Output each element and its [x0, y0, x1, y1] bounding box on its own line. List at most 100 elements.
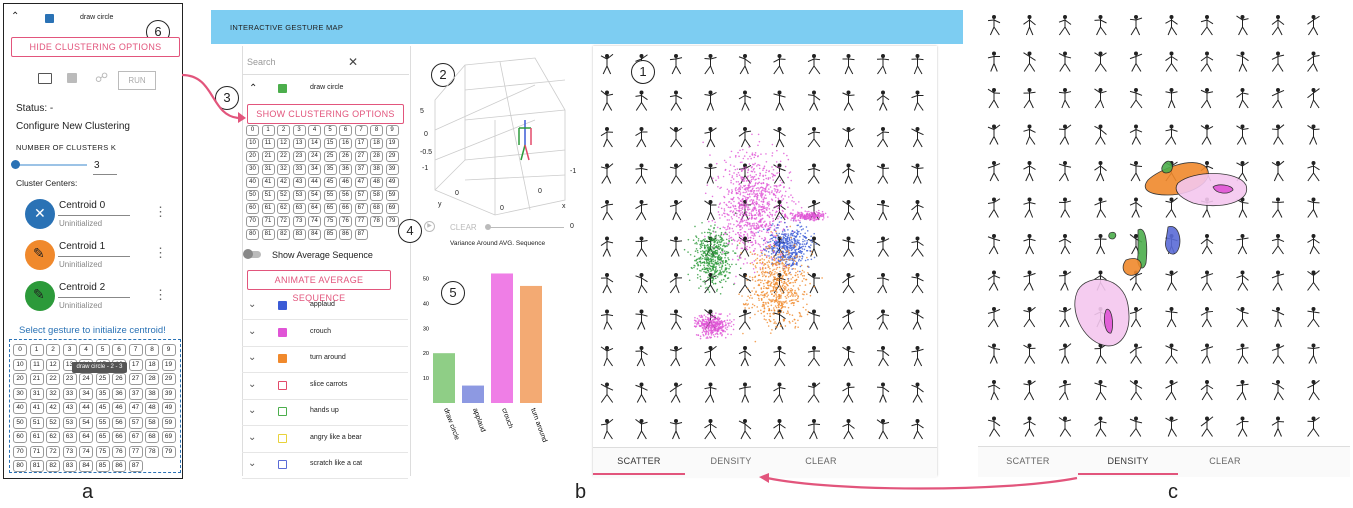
skeleton-thumbnail[interactable]: [1165, 15, 1178, 36]
skeleton-thumbnail[interactable]: [911, 236, 924, 257]
skeleton-thumbnail[interactable]: [807, 90, 821, 111]
skeleton-thumbnail[interactable]: [842, 90, 855, 111]
gesture-sample-button[interactable]: 29: [161, 373, 176, 385]
skeleton-thumbnail[interactable]: [807, 54, 821, 75]
skeleton-thumbnail[interactable]: [738, 90, 752, 111]
gesture-sample-button[interactable]: 68: [145, 431, 159, 443]
gesture-sample-button[interactable]: 38: [370, 164, 383, 175]
skeleton-thumbnail[interactable]: [987, 88, 1001, 109]
skeleton-thumbnail[interactable]: [911, 163, 924, 184]
gesture-sample-button[interactable]: 57: [354, 190, 368, 201]
skeleton-thumbnail[interactable]: [987, 51, 1001, 72]
gesture-sample-button[interactable]: 56: [339, 190, 352, 201]
skeleton-thumbnail[interactable]: [1023, 306, 1036, 328]
skeleton-thumbnail[interactable]: [669, 419, 683, 440]
skeleton-thumbnail[interactable]: [1236, 270, 1249, 291]
gesture-sample-button[interactable]: 36: [339, 164, 352, 175]
skeleton-thumbnail[interactable]: [1165, 380, 1178, 401]
skeleton-thumbnail[interactable]: [1129, 51, 1143, 72]
gesture-sample-button[interactable]: 61: [261, 203, 275, 214]
gesture-sample-button[interactable]: 65: [323, 203, 337, 214]
skeleton-thumbnail[interactable]: [669, 200, 683, 221]
gesture-sample-button[interactable]: 5: [95, 344, 110, 356]
skeleton-thumbnail[interactable]: [669, 382, 683, 403]
skeleton-thumbnail[interactable]: [635, 418, 648, 440]
skeleton-thumbnail[interactable]: [1307, 343, 1320, 364]
skeleton-thumbnail[interactable]: [987, 15, 1001, 36]
skeleton-thumbnail[interactable]: [704, 200, 717, 221]
show-average-toggle-thumb[interactable]: [243, 249, 253, 259]
skeleton-thumbnail[interactable]: [635, 200, 648, 221]
gesture-sample-button[interactable]: 82: [277, 229, 290, 240]
gesture-sample-button[interactable]: 22: [46, 373, 60, 385]
gesture-sample-button[interactable]: 20: [13, 373, 27, 385]
skeleton-thumbnail[interactable]: [1165, 343, 1178, 364]
gesture-sample-button[interactable]: 54: [308, 190, 321, 201]
gesture-sample-button[interactable]: 34: [79, 387, 93, 400]
gesture-sample-button[interactable]: 85: [95, 460, 110, 472]
skeleton-thumbnail[interactable]: [842, 419, 855, 440]
skeleton-thumbnail[interactable]: [1271, 380, 1285, 401]
skeleton-thumbnail[interactable]: [1271, 88, 1285, 109]
skeleton-thumbnail[interactable]: [635, 309, 648, 330]
skeleton-thumbnail[interactable]: [1271, 197, 1285, 218]
gesture-sample-button[interactable]: 54: [79, 416, 93, 429]
gesture-sample-button[interactable]: 78: [370, 216, 383, 227]
skeleton-thumbnail[interactable]: [807, 236, 821, 257]
gesture-sample-button[interactable]: 44: [79, 402, 93, 414]
skeleton-thumbnail[interactable]: [773, 54, 786, 75]
gesture-sample-button[interactable]: 74: [79, 445, 93, 458]
skeleton-thumbnail[interactable]: [1165, 197, 1178, 218]
gesture-list-item[interactable]: ⌄ applaud: [242, 293, 408, 320]
skeleton-thumbnail[interactable]: [600, 90, 614, 111]
skeleton-thumbnail[interactable]: [807, 382, 821, 403]
skeleton-thumbnail[interactable]: [876, 200, 890, 221]
skeleton-thumbnail[interactable]: [635, 163, 648, 184]
skeleton-thumbnail[interactable]: [738, 54, 752, 75]
skeleton-thumbnail[interactable]: [1094, 15, 1107, 36]
skeleton-thumbnail[interactable]: [600, 236, 614, 257]
gesture-sample-button[interactable]: 36: [112, 387, 126, 400]
skeleton-thumbnail[interactable]: [669, 127, 683, 148]
gesture-sample-button[interactable]: 59: [161, 416, 176, 429]
chevron-down-icon[interactable]: ⌄: [248, 325, 257, 337]
skeleton-thumbnail[interactable]: [1307, 51, 1320, 72]
gesture-sample-button[interactable]: 39: [161, 387, 176, 400]
gesture-sample-button[interactable]: 76: [339, 216, 352, 227]
gesture-sample-button[interactable]: 66: [112, 431, 126, 443]
skeleton-thumbnail[interactable]: [1307, 88, 1320, 109]
k-slider-thumb[interactable]: [11, 160, 20, 169]
gesture-sample-button[interactable]: 21: [29, 373, 44, 385]
gesture-sample-button[interactable]: 29: [385, 151, 399, 162]
skeleton-thumbnail[interactable]: [1307, 416, 1320, 437]
skeleton-thumbnail[interactable]: [738, 127, 752, 148]
gesture-sample-button[interactable]: 2: [46, 344, 60, 356]
play-icon[interactable]: ▶: [424, 221, 435, 232]
gesture-sample-button[interactable]: 4: [308, 125, 321, 136]
gesture-sample-button[interactable]: 85: [323, 229, 337, 240]
skeleton-thumbnail[interactable]: [1200, 270, 1214, 291]
skeleton-thumbnail[interactable]: [704, 163, 717, 184]
gesture-sample-button[interactable]: 55: [323, 190, 337, 201]
gesture-sample-button[interactable]: 14: [308, 138, 321, 149]
gesture-sample-button[interactable]: 41: [261, 177, 275, 188]
skeleton-thumbnail[interactable]: [600, 382, 614, 403]
gesture-sample-button[interactable]: 24: [79, 373, 93, 385]
skeleton-thumbnail[interactable]: [911, 273, 924, 294]
skeleton-thumbnail[interactable]: [704, 419, 717, 440]
tab-clear[interactable]: CLEAR: [1209, 456, 1241, 466]
skeleton-thumbnail[interactable]: [704, 273, 717, 294]
gesture-checkbox[interactable]: [278, 327, 287, 337]
gesture-sample-button[interactable]: 17: [354, 138, 368, 149]
gesture-sample-button[interactable]: 67: [354, 203, 368, 214]
skeleton-thumbnail[interactable]: [1129, 197, 1143, 218]
gesture-sample-button[interactable]: 40: [13, 402, 27, 414]
skeleton-thumbnail[interactable]: [1058, 234, 1072, 255]
skeleton-thumbnail[interactable]: [1094, 197, 1107, 218]
gesture-sample-button[interactable]: 0: [246, 125, 259, 136]
skeleton-thumbnail[interactable]: [911, 127, 924, 148]
gesture-sample-button[interactable]: 24: [308, 151, 321, 162]
skeleton-thumbnail[interactable]: [1094, 124, 1107, 145]
skeleton-thumbnail[interactable]: [807, 127, 821, 148]
skeleton-thumbnail[interactable]: [600, 200, 614, 221]
